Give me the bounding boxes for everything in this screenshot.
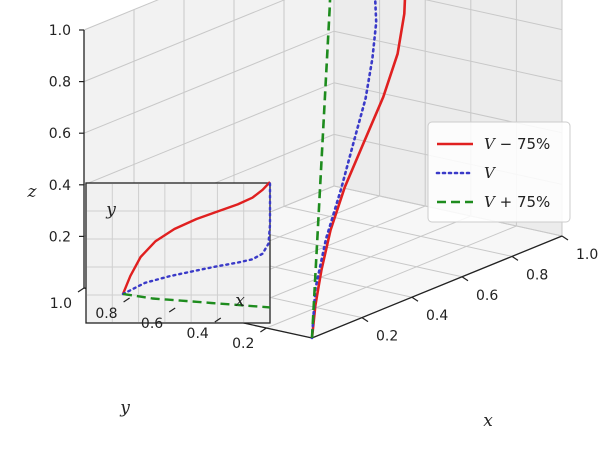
x-tick: [561, 235, 569, 241]
z-axis-label: z: [27, 182, 38, 202]
inset-series-line-2: [122, 292, 271, 309]
z-tick-label: 1.0: [49, 23, 71, 39]
x-tick-label: 0.8: [526, 267, 548, 283]
tick-labels: 0.2 0.2 0.2 0.4 0.4 0.4 0.6 0.6 0.6 0.8 0.8 0.8 1.0 1…: [49, 23, 599, 352]
x-tick: [511, 255, 519, 261]
z-tick-label: 0.8: [49, 75, 71, 91]
legend-label-2: V + 75%: [484, 193, 550, 211]
y-tick-label: 0.8: [95, 306, 117, 322]
y-axis-label: y: [119, 398, 130, 418]
z-tick-label: 0.2: [49, 229, 71, 245]
grid-line: [266, 225, 517, 329]
x-axis-line: [311, 235, 563, 339]
axis-labels: z y x: [27, 182, 494, 431]
x-tick: [411, 296, 419, 302]
legend-label-0: V − 75%: [484, 135, 550, 153]
inset-y-label: y: [105, 200, 116, 220]
y-tick: [123, 297, 130, 303]
y-tick: [214, 317, 222, 323]
legend-label-1: V: [484, 164, 497, 182]
legend-box: [427, 121, 571, 223]
x-tick-label: 0.4: [426, 308, 448, 324]
y-tick: [168, 307, 176, 313]
grid-line: [83, 82, 335, 186]
z-tick-label: 0.6: [49, 126, 71, 142]
x-tick: [461, 276, 469, 282]
series-line-0: [310, 0, 407, 339]
inset-frame: [85, 182, 271, 324]
grid-line: [233, 226, 463, 278]
grid-line: [424, 0, 563, 31]
y-tick-label: 1.0: [50, 296, 72, 312]
grid-line: [83, 0, 159, 31]
inset-plot: yx: [85, 180, 272, 324]
grid-line: [333, 30, 563, 82]
grid-line: [83, 0, 286, 83]
grid-line: [83, 30, 335, 134]
x-tick-label: 0.6: [476, 288, 498, 304]
y-tick: [77, 287, 85, 293]
y-tick: [260, 327, 267, 333]
x-tick-label: 1.0: [576, 247, 598, 263]
series-layer: [310, 0, 407, 340]
x-tick-label: 0.2: [376, 329, 398, 345]
inset-series-line-0: [121, 181, 271, 295]
x-tick: [361, 317, 369, 323]
y-tick-label: 0.6: [141, 316, 163, 332]
grid-line: [283, 205, 513, 257]
z-tick-label: 0.4: [49, 178, 71, 194]
y-tick-label: 0.2: [232, 336, 254, 352]
legend: V − 75% V V + 75%: [427, 121, 571, 223]
y-tick-label: 0.4: [187, 326, 209, 342]
inset-x-label: x: [235, 291, 245, 311]
series-line-1: [310, 0, 378, 340]
inset-series-line-1: [121, 180, 272, 296]
x-axis-label: x: [483, 411, 493, 431]
